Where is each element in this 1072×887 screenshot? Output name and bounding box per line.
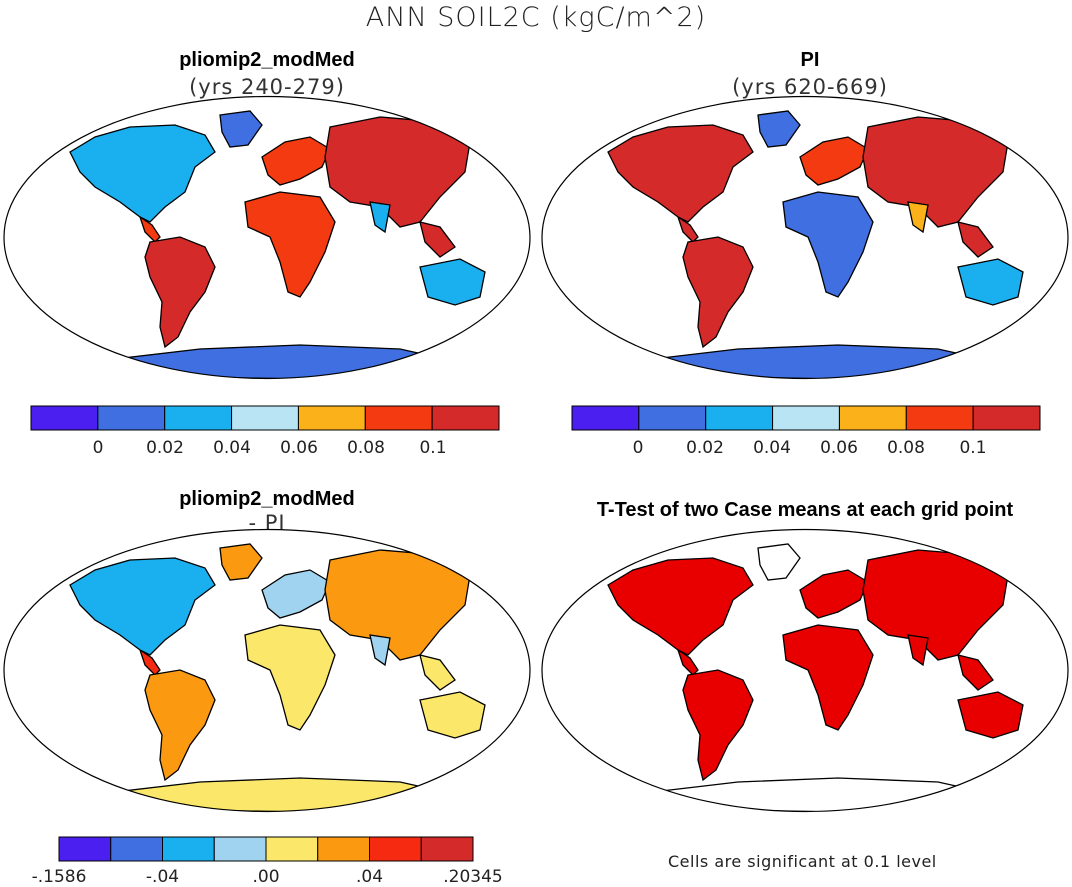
landmass-greenland — [757, 110, 801, 148]
colorbar-swatch — [431, 405, 500, 431]
map-panel-1 — [3, 95, 531, 380]
landmass-northAmerica — [607, 557, 754, 656]
colorbar-tick-label: 0.02 — [686, 438, 724, 458]
landmass-centralAmerica — [676, 648, 699, 676]
colorbar-tick-label: 0.08 — [347, 438, 385, 458]
landmass-europe — [799, 569, 869, 619]
colorbar-tick-label: 0.06 — [280, 438, 318, 458]
colorbar-swatch — [58, 836, 112, 862]
map-panel-4 — [541, 528, 1069, 813]
landmass-southAmerica — [144, 236, 216, 349]
landmass-australia — [957, 258, 1024, 306]
land-fields — [69, 110, 486, 379]
landmass-africa — [244, 191, 336, 298]
colorbar-tick-label: 0.04 — [753, 438, 791, 458]
panel-2-title: PI — [800, 49, 820, 71]
landmass-africa — [782, 191, 874, 298]
colorbar-swatch — [317, 836, 370, 862]
colorbar-tick-label: .20345 — [443, 867, 503, 887]
colorbar-swatch — [97, 405, 166, 431]
map-border — [541, 95, 1069, 380]
colorbar-swatch — [772, 405, 840, 431]
panel-4-title: T-Test of two Case means at each grid po… — [596, 499, 1014, 521]
landmass-southAmerica — [682, 669, 754, 782]
colorbar-swatch — [972, 405, 1041, 431]
colorbar-tick-label: 0 — [92, 438, 104, 458]
landmass-seAsia — [957, 221, 994, 258]
landmass-northAmerica — [69, 124, 216, 223]
colorbar-tick-label: 0.04 — [213, 438, 251, 458]
landmass-greenland — [757, 543, 801, 581]
landmass-centralAmerica — [676, 215, 699, 243]
landmass-australia — [419, 691, 486, 739]
landmass-india — [907, 201, 929, 234]
landmass-india — [369, 201, 391, 234]
colorbar-tick-label: 0.08 — [887, 438, 925, 458]
colorbar-panel-1 — [30, 405, 500, 431]
landmass-india — [369, 634, 391, 667]
landmass-centralAmerica — [138, 648, 161, 676]
colorbar-swatch — [164, 405, 233, 431]
colorbar-swatch — [369, 836, 422, 862]
colorbar-panel-2 — [571, 405, 1041, 431]
landmass-seAsia — [419, 221, 456, 258]
colorbar-swatch — [705, 405, 774, 431]
panel-3-title: pliomip2_modMed — [179, 488, 355, 510]
colorbar-swatch — [420, 836, 474, 862]
landmass-africa — [782, 624, 874, 731]
landmass-northAmerica — [607, 124, 754, 223]
figure-title: ANN SOIL2C (kgC/m^2) — [365, 2, 707, 33]
landmass-africa — [244, 624, 336, 731]
colorbar-swatch — [297, 405, 366, 431]
colorbar-panel-3 — [58, 836, 474, 862]
colorbar-swatch — [571, 405, 640, 431]
panel-2-subtitle: (yrs 620-669) — [732, 75, 888, 99]
colorbar-tick-label: 0.1 — [959, 438, 987, 458]
landmass-australia — [419, 258, 486, 306]
landmass-southAmerica — [682, 236, 754, 349]
colorbar-swatch — [231, 405, 299, 431]
colorbar-tick-label: 0.1 — [419, 438, 447, 458]
colorbar-swatch — [110, 836, 163, 862]
colorbar-tick-label: 0.02 — [146, 438, 184, 458]
landmass-australia — [957, 691, 1024, 739]
colorbar-swatch — [364, 405, 433, 431]
landmass-europe — [261, 136, 331, 186]
colorbar-tick-label: 0 — [632, 438, 644, 458]
colorbar-swatch — [638, 405, 707, 431]
map-border — [3, 528, 531, 813]
colorbar-tick-label: .00 — [252, 867, 280, 887]
colorbar-swatch — [265, 836, 319, 862]
landmass-india — [907, 634, 929, 667]
map-panel-2 — [541, 95, 1069, 380]
colorbar-swatch — [213, 836, 267, 862]
significance-note: Cells are significant at 0.1 level — [668, 852, 937, 871]
landmass-europe — [799, 136, 869, 186]
landmass-northAmerica — [69, 557, 216, 656]
landmass-southAmerica — [144, 669, 216, 782]
landmass-greenland — [219, 543, 263, 581]
land-fields — [69, 543, 486, 812]
map-border — [541, 528, 1069, 813]
landmass-centralAmerica — [138, 215, 161, 243]
landmass-seAsia — [957, 654, 994, 691]
colorbar-swatch — [162, 836, 215, 862]
landmass-seAsia — [419, 654, 456, 691]
panel-1-title: pliomip2_modMed — [179, 49, 355, 71]
colorbar-tick-label: 0.06 — [820, 438, 858, 458]
landmass-greenland — [219, 110, 263, 148]
colorbar-tick-label: .04 — [355, 867, 384, 887]
map-panel-3 — [3, 528, 531, 813]
landmass-europe — [261, 569, 331, 619]
colorbar-swatch — [838, 405, 907, 431]
colorbar-swatch — [30, 405, 99, 431]
map-border — [3, 95, 531, 380]
colorbar-swatch — [905, 405, 974, 431]
land-fields — [607, 543, 1024, 812]
panel-1-subtitle: (yrs 240-279) — [189, 75, 345, 99]
colorbar-tick-label: -.1586 — [31, 867, 87, 887]
colorbar-tick-label: -.04 — [145, 867, 180, 887]
